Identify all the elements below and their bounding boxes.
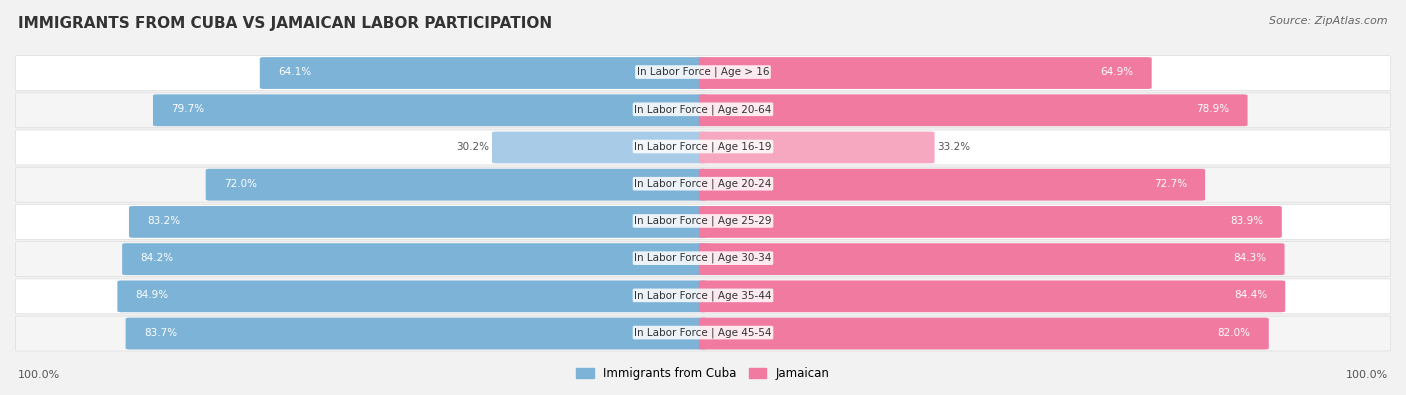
Text: In Labor Force | Age > 16: In Labor Force | Age > 16 bbox=[637, 67, 769, 77]
FancyBboxPatch shape bbox=[205, 169, 707, 201]
Text: 64.9%: 64.9% bbox=[1101, 67, 1133, 77]
FancyBboxPatch shape bbox=[153, 94, 707, 126]
Text: 79.7%: 79.7% bbox=[172, 104, 204, 114]
Text: 83.7%: 83.7% bbox=[143, 327, 177, 338]
Text: In Labor Force | Age 45-54: In Labor Force | Age 45-54 bbox=[634, 327, 772, 338]
FancyBboxPatch shape bbox=[15, 56, 1391, 90]
Text: 78.9%: 78.9% bbox=[1197, 104, 1229, 114]
Text: 84.3%: 84.3% bbox=[1233, 253, 1267, 263]
FancyBboxPatch shape bbox=[117, 280, 707, 312]
Text: 84.4%: 84.4% bbox=[1234, 290, 1267, 300]
FancyBboxPatch shape bbox=[15, 130, 1391, 165]
Text: 83.9%: 83.9% bbox=[1230, 216, 1264, 226]
Text: 64.1%: 64.1% bbox=[278, 67, 311, 77]
Text: In Labor Force | Age 16-19: In Labor Force | Age 16-19 bbox=[634, 141, 772, 152]
Text: 72.0%: 72.0% bbox=[224, 179, 257, 189]
Text: In Labor Force | Age 30-34: In Labor Force | Age 30-34 bbox=[634, 253, 772, 263]
FancyBboxPatch shape bbox=[699, 206, 1282, 238]
FancyBboxPatch shape bbox=[15, 316, 1391, 351]
FancyBboxPatch shape bbox=[699, 280, 1285, 312]
Text: Source: ZipAtlas.com: Source: ZipAtlas.com bbox=[1270, 16, 1388, 26]
FancyBboxPatch shape bbox=[699, 318, 1268, 350]
Text: 84.2%: 84.2% bbox=[141, 253, 173, 263]
Text: 33.2%: 33.2% bbox=[938, 141, 970, 152]
Text: 82.0%: 82.0% bbox=[1218, 327, 1250, 338]
Text: IMMIGRANTS FROM CUBA VS JAMAICAN LABOR PARTICIPATION: IMMIGRANTS FROM CUBA VS JAMAICAN LABOR P… bbox=[18, 16, 553, 31]
FancyBboxPatch shape bbox=[15, 279, 1391, 314]
FancyBboxPatch shape bbox=[699, 57, 1152, 89]
FancyBboxPatch shape bbox=[699, 243, 1285, 275]
FancyBboxPatch shape bbox=[125, 318, 707, 350]
FancyBboxPatch shape bbox=[699, 132, 935, 164]
FancyBboxPatch shape bbox=[129, 206, 707, 238]
FancyBboxPatch shape bbox=[492, 132, 707, 164]
FancyBboxPatch shape bbox=[699, 94, 1247, 126]
Text: 100.0%: 100.0% bbox=[18, 371, 60, 380]
Text: 84.9%: 84.9% bbox=[135, 290, 169, 300]
Text: 83.2%: 83.2% bbox=[148, 216, 180, 226]
Text: 30.2%: 30.2% bbox=[456, 141, 489, 152]
Text: In Labor Force | Age 35-44: In Labor Force | Age 35-44 bbox=[634, 290, 772, 301]
FancyBboxPatch shape bbox=[699, 169, 1205, 201]
Text: In Labor Force | Age 25-29: In Labor Force | Age 25-29 bbox=[634, 216, 772, 226]
FancyBboxPatch shape bbox=[15, 167, 1391, 202]
FancyBboxPatch shape bbox=[15, 93, 1391, 128]
Text: 72.7%: 72.7% bbox=[1154, 179, 1187, 189]
FancyBboxPatch shape bbox=[15, 205, 1391, 239]
Text: 100.0%: 100.0% bbox=[1346, 371, 1388, 380]
FancyBboxPatch shape bbox=[15, 242, 1391, 276]
Text: In Labor Force | Age 20-64: In Labor Force | Age 20-64 bbox=[634, 104, 772, 115]
FancyBboxPatch shape bbox=[260, 57, 707, 89]
Text: In Labor Force | Age 20-24: In Labor Force | Age 20-24 bbox=[634, 179, 772, 189]
FancyBboxPatch shape bbox=[122, 243, 707, 275]
Legend: Immigrants from Cuba, Jamaican: Immigrants from Cuba, Jamaican bbox=[572, 363, 834, 385]
